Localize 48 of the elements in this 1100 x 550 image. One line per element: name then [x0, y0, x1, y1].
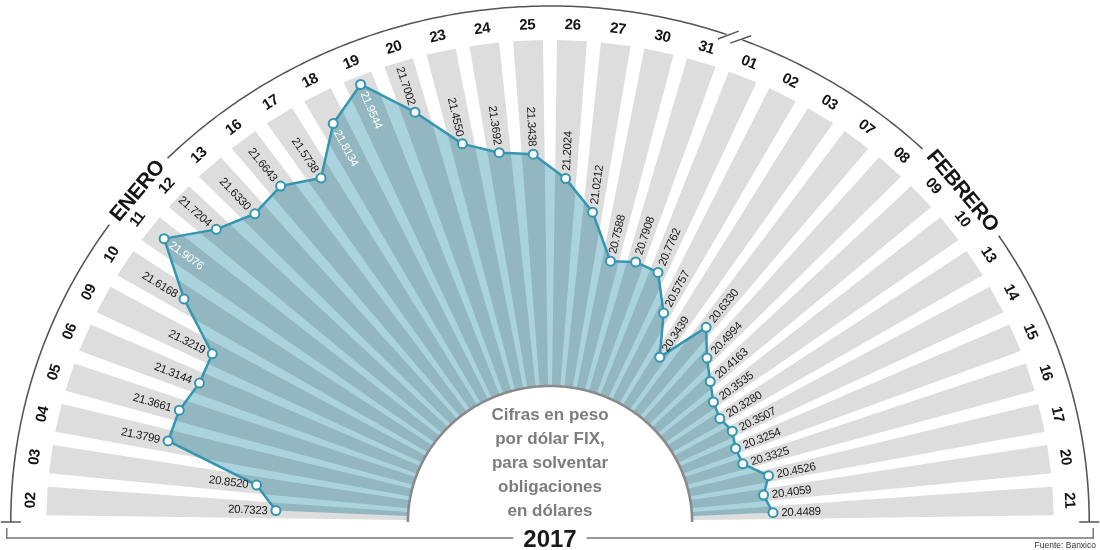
category-label: 25 — [518, 14, 536, 33]
data-label: 20.7908 — [632, 214, 657, 257]
data-label: 21.4550 — [445, 96, 467, 138]
category-label: 27 — [609, 17, 628, 37]
category-label: 16 — [221, 114, 245, 138]
category-label: 13 — [186, 142, 210, 166]
data-label: 21.2024 — [560, 130, 574, 171]
category-label: 26 — [564, 14, 582, 33]
category-label: 17 — [1049, 404, 1070, 424]
category-label: 09 — [76, 280, 99, 303]
data-label: 20.7588 — [606, 213, 627, 255]
category-label: 16 — [1036, 361, 1058, 383]
data-label: 21.3799 — [120, 425, 162, 446]
category-label: 04 — [30, 403, 52, 424]
data-label: 20.4059 — [771, 483, 812, 500]
data-label: 21.3692 — [486, 104, 505, 146]
category-label: 06 — [57, 320, 80, 342]
category-label: 14 — [1001, 280, 1025, 304]
category-label: 03 — [23, 447, 43, 466]
category-label: 08 — [890, 142, 914, 166]
data-label: 21.3438 — [525, 106, 539, 147]
category-label: 20 — [383, 35, 404, 57]
category-label: 03 — [818, 89, 842, 113]
data-label: 21.3661 — [131, 390, 174, 414]
data-label: 20.7323 — [227, 502, 268, 517]
category-label: 24 — [472, 17, 492, 37]
category-label: 18 — [298, 68, 321, 91]
category-label: 02 — [20, 491, 38, 509]
category-label: 13 — [978, 242, 1002, 266]
category-label: 07 — [855, 114, 879, 138]
category-label: 19 — [339, 50, 362, 72]
text: Cifras en peso por dólar FIX, para solventar obligaciones en dólares — [491, 404, 609, 520]
category-label: 05 — [42, 361, 64, 383]
category-label: 30 — [653, 24, 673, 45]
category-label: 31 — [696, 35, 717, 57]
category-label: 17 — [258, 89, 282, 113]
source-note: Fuente: Banxico — [1034, 540, 1097, 550]
data-label: 21.0212 — [587, 164, 606, 206]
text: 2017 — [523, 524, 577, 550]
category-label: 10 — [98, 242, 122, 266]
category-label: 15 — [1020, 320, 1043, 342]
category-label: 21 — [1062, 491, 1080, 509]
category-label: 23 — [427, 24, 447, 45]
data-label: 20.4489 — [781, 504, 822, 519]
data-label: 20.8520 — [208, 473, 250, 490]
category-label: 20 — [1057, 447, 1077, 466]
category-label: 01 — [738, 50, 761, 72]
category-label: 02 — [779, 68, 802, 91]
